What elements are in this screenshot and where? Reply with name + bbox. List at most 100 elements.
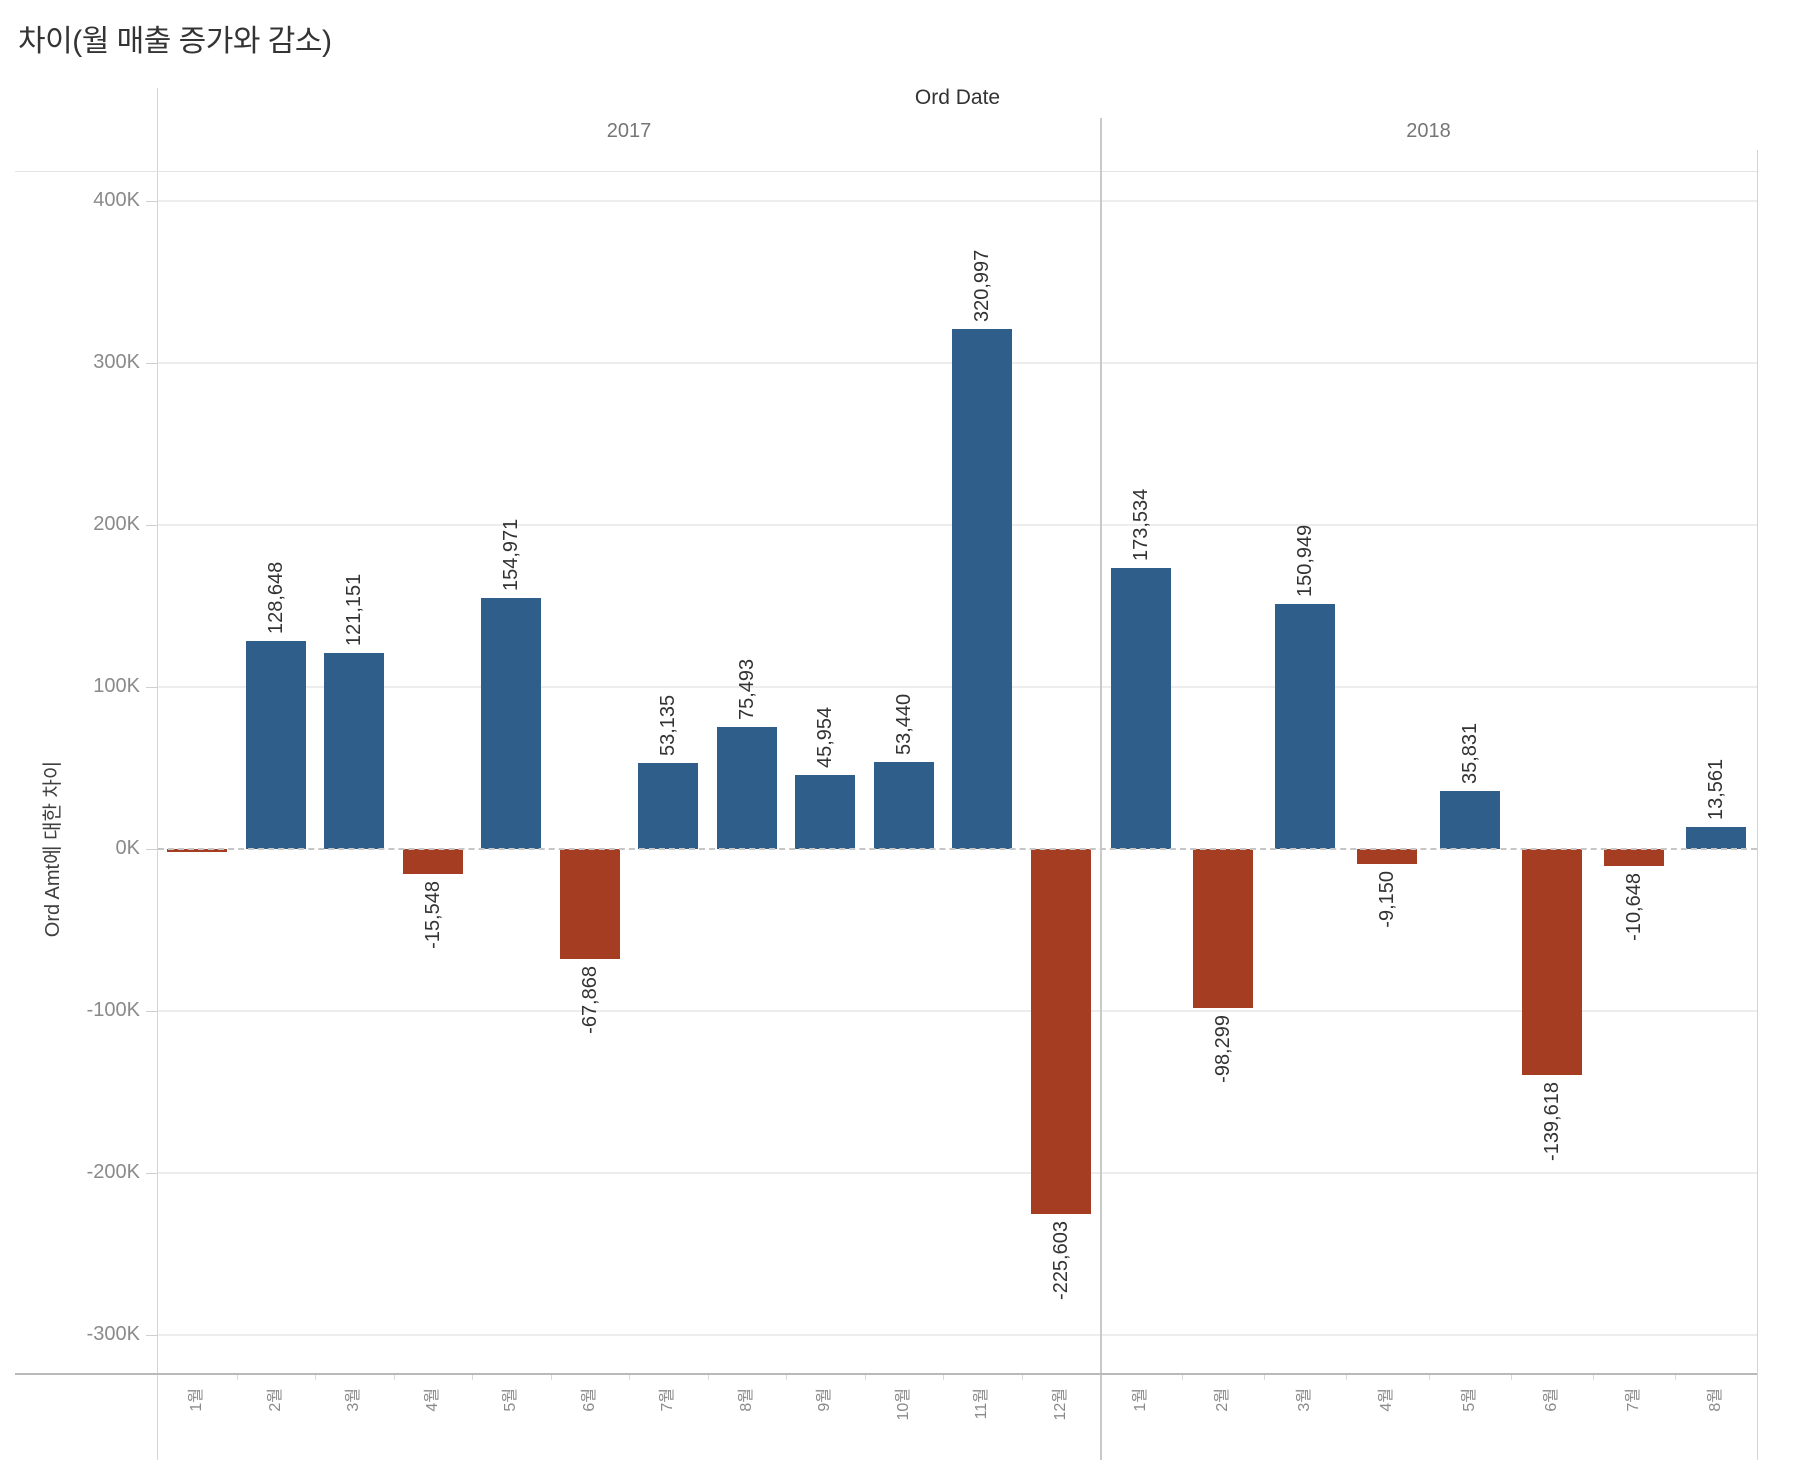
x-tick <box>394 1374 395 1380</box>
x-tick <box>708 1374 709 1380</box>
x-tick <box>1346 1374 1347 1380</box>
x-tick <box>237 1374 238 1380</box>
x-tick <box>551 1374 552 1380</box>
x-axis-label-2017-10월[interactable]: 10월 <box>895 1388 912 1421</box>
bar-2018-7월[interactable] <box>1604 849 1664 866</box>
bar-value-label: 75,493 <box>736 658 758 720</box>
year-header-2017[interactable]: 2017 <box>606 120 652 142</box>
bar-2017-1월[interactable] <box>167 849 227 852</box>
bar-2017-6월[interactable] <box>560 849 620 959</box>
x-axis-label-2018-7월[interactable]: 7월 <box>1625 1388 1642 1412</box>
y-tick <box>146 1011 157 1012</box>
bar-value-label: 53,440 <box>893 693 915 755</box>
x-tick <box>1264 1374 1265 1380</box>
x-axis-label-2018-2월[interactable]: 2월 <box>1214 1388 1231 1412</box>
bar-value-label: -139,618 <box>1541 1082 1563 1161</box>
header-separator-line <box>15 171 1757 172</box>
y-tick <box>146 1335 157 1336</box>
x-tick <box>1182 1374 1183 1380</box>
y-tick <box>146 201 157 202</box>
x-tick <box>865 1374 866 1380</box>
bar-2017-8월[interactable] <box>717 727 777 849</box>
y-tick <box>146 1173 157 1174</box>
bar-2018-6월[interactable] <box>1522 849 1582 1075</box>
bar-value-label: -9,150 <box>1376 871 1398 928</box>
x-axis-label-2017-6월[interactable]: 6월 <box>581 1388 598 1412</box>
bar-2018-1월[interactable] <box>1111 568 1171 849</box>
bar-value-label: 35,831 <box>1459 722 1481 784</box>
x-tick <box>1593 1374 1594 1380</box>
x-tick <box>315 1374 316 1380</box>
chart-title: 차이(월 매출 증가와 감소) <box>18 25 332 58</box>
bar-value-label: -98,299 <box>1212 1015 1234 1083</box>
x-axis-label-2017-8월[interactable]: 8월 <box>738 1388 755 1412</box>
x-tick <box>1022 1374 1023 1380</box>
x-axis-label-2017-12월[interactable]: 12월 <box>1052 1388 1069 1421</box>
gridline--200K <box>158 1172 1757 1174</box>
x-tick <box>1511 1374 1512 1380</box>
bar-2018-3월[interactable] <box>1275 604 1335 849</box>
bar-value-label: -67,868 <box>579 966 601 1034</box>
bar-2018-8월[interactable] <box>1686 827 1746 849</box>
x-axis-label-2018-8월[interactable]: 8월 <box>1707 1388 1724 1412</box>
x-axis-label-2017-4월[interactable]: 4월 <box>424 1388 441 1412</box>
bar-2017-11월[interactable] <box>952 329 1012 849</box>
bar-2017-7월[interactable] <box>638 763 698 849</box>
x-tick <box>472 1374 473 1380</box>
x-axis-label-2018-6월[interactable]: 6월 <box>1543 1388 1560 1412</box>
x-axis-label-2018-5월[interactable]: 5월 <box>1461 1388 1478 1412</box>
x-axis-label-2017-9월[interactable]: 9월 <box>816 1388 833 1412</box>
x-axis-label-2018-3월[interactable]: 3월 <box>1296 1388 1313 1412</box>
column-field-label[interactable]: Ord Date <box>914 86 1001 109</box>
bar-2017-2월[interactable] <box>246 641 306 849</box>
x-tick <box>1675 1374 1676 1380</box>
x-axis-label-2017-5월[interactable]: 5월 <box>502 1388 519 1412</box>
x-axis-label-2017-7월[interactable]: 7월 <box>659 1388 676 1412</box>
plot-right-border <box>1757 150 1758 1460</box>
x-tick <box>629 1374 630 1380</box>
y-tick-label: 200K <box>93 513 140 535</box>
y-tick-label: 300K <box>93 351 140 373</box>
bar-value-label: 128,648 <box>265 561 287 634</box>
bar-2018-2월[interactable] <box>1193 849 1253 1008</box>
x-tick <box>1429 1374 1430 1380</box>
y-tick <box>146 687 157 688</box>
gridline--100K <box>158 1010 1757 1012</box>
y-tick-label: -200K <box>86 1161 140 1183</box>
bar-value-label: 320,997 <box>971 249 993 322</box>
zero-baseline <box>158 848 1757 850</box>
x-axis-label-2018-4월[interactable]: 4월 <box>1378 1388 1395 1412</box>
bar-2017-4월[interactable] <box>403 849 463 874</box>
bar-value-label: 121,151 <box>343 573 365 646</box>
gridline-400K <box>158 200 1757 202</box>
y-tick-label: -100K <box>86 999 140 1021</box>
bar-2017-3월[interactable] <box>324 653 384 849</box>
x-tick <box>943 1374 944 1380</box>
y-tick-label: 0K <box>115 837 140 859</box>
x-axis-label-2017-3월[interactable]: 3월 <box>345 1388 362 1412</box>
x-axis-label-2017-1월[interactable]: 1월 <box>188 1388 205 1412</box>
x-axis-label-2018-1월[interactable]: 1월 <box>1132 1388 1149 1412</box>
gridline--300K <box>158 1334 1757 1336</box>
x-axis-label-2017-11월[interactable]: 11월 <box>973 1388 990 1420</box>
bar-value-label: -10,648 <box>1623 873 1645 941</box>
bar-2017-12월[interactable] <box>1031 849 1091 1214</box>
bar-value-label: 173,534 <box>1130 488 1152 561</box>
x-tick <box>786 1374 787 1380</box>
bar-value-label: -225,603 <box>1050 1221 1072 1300</box>
bar-2018-5월[interactable] <box>1440 791 1500 849</box>
bar-2017-10월[interactable] <box>874 762 934 849</box>
year-header-2018[interactable]: 2018 <box>1406 120 1451 142</box>
bar-2017-5월[interactable] <box>481 598 541 849</box>
y-tick-label: 100K <box>93 675 140 697</box>
y-tick-label: 400K <box>93 189 140 211</box>
bar-value-label: 45,954 <box>814 706 836 768</box>
y-tick <box>146 363 157 364</box>
bar-value-label: 53,135 <box>657 694 679 756</box>
bar-2017-9월[interactable] <box>795 775 855 849</box>
bar-2018-4월[interactable] <box>1357 849 1417 864</box>
bar-value-label: 150,949 <box>1294 524 1316 597</box>
x-axis-label-2017-2월[interactable]: 2월 <box>267 1388 284 1412</box>
